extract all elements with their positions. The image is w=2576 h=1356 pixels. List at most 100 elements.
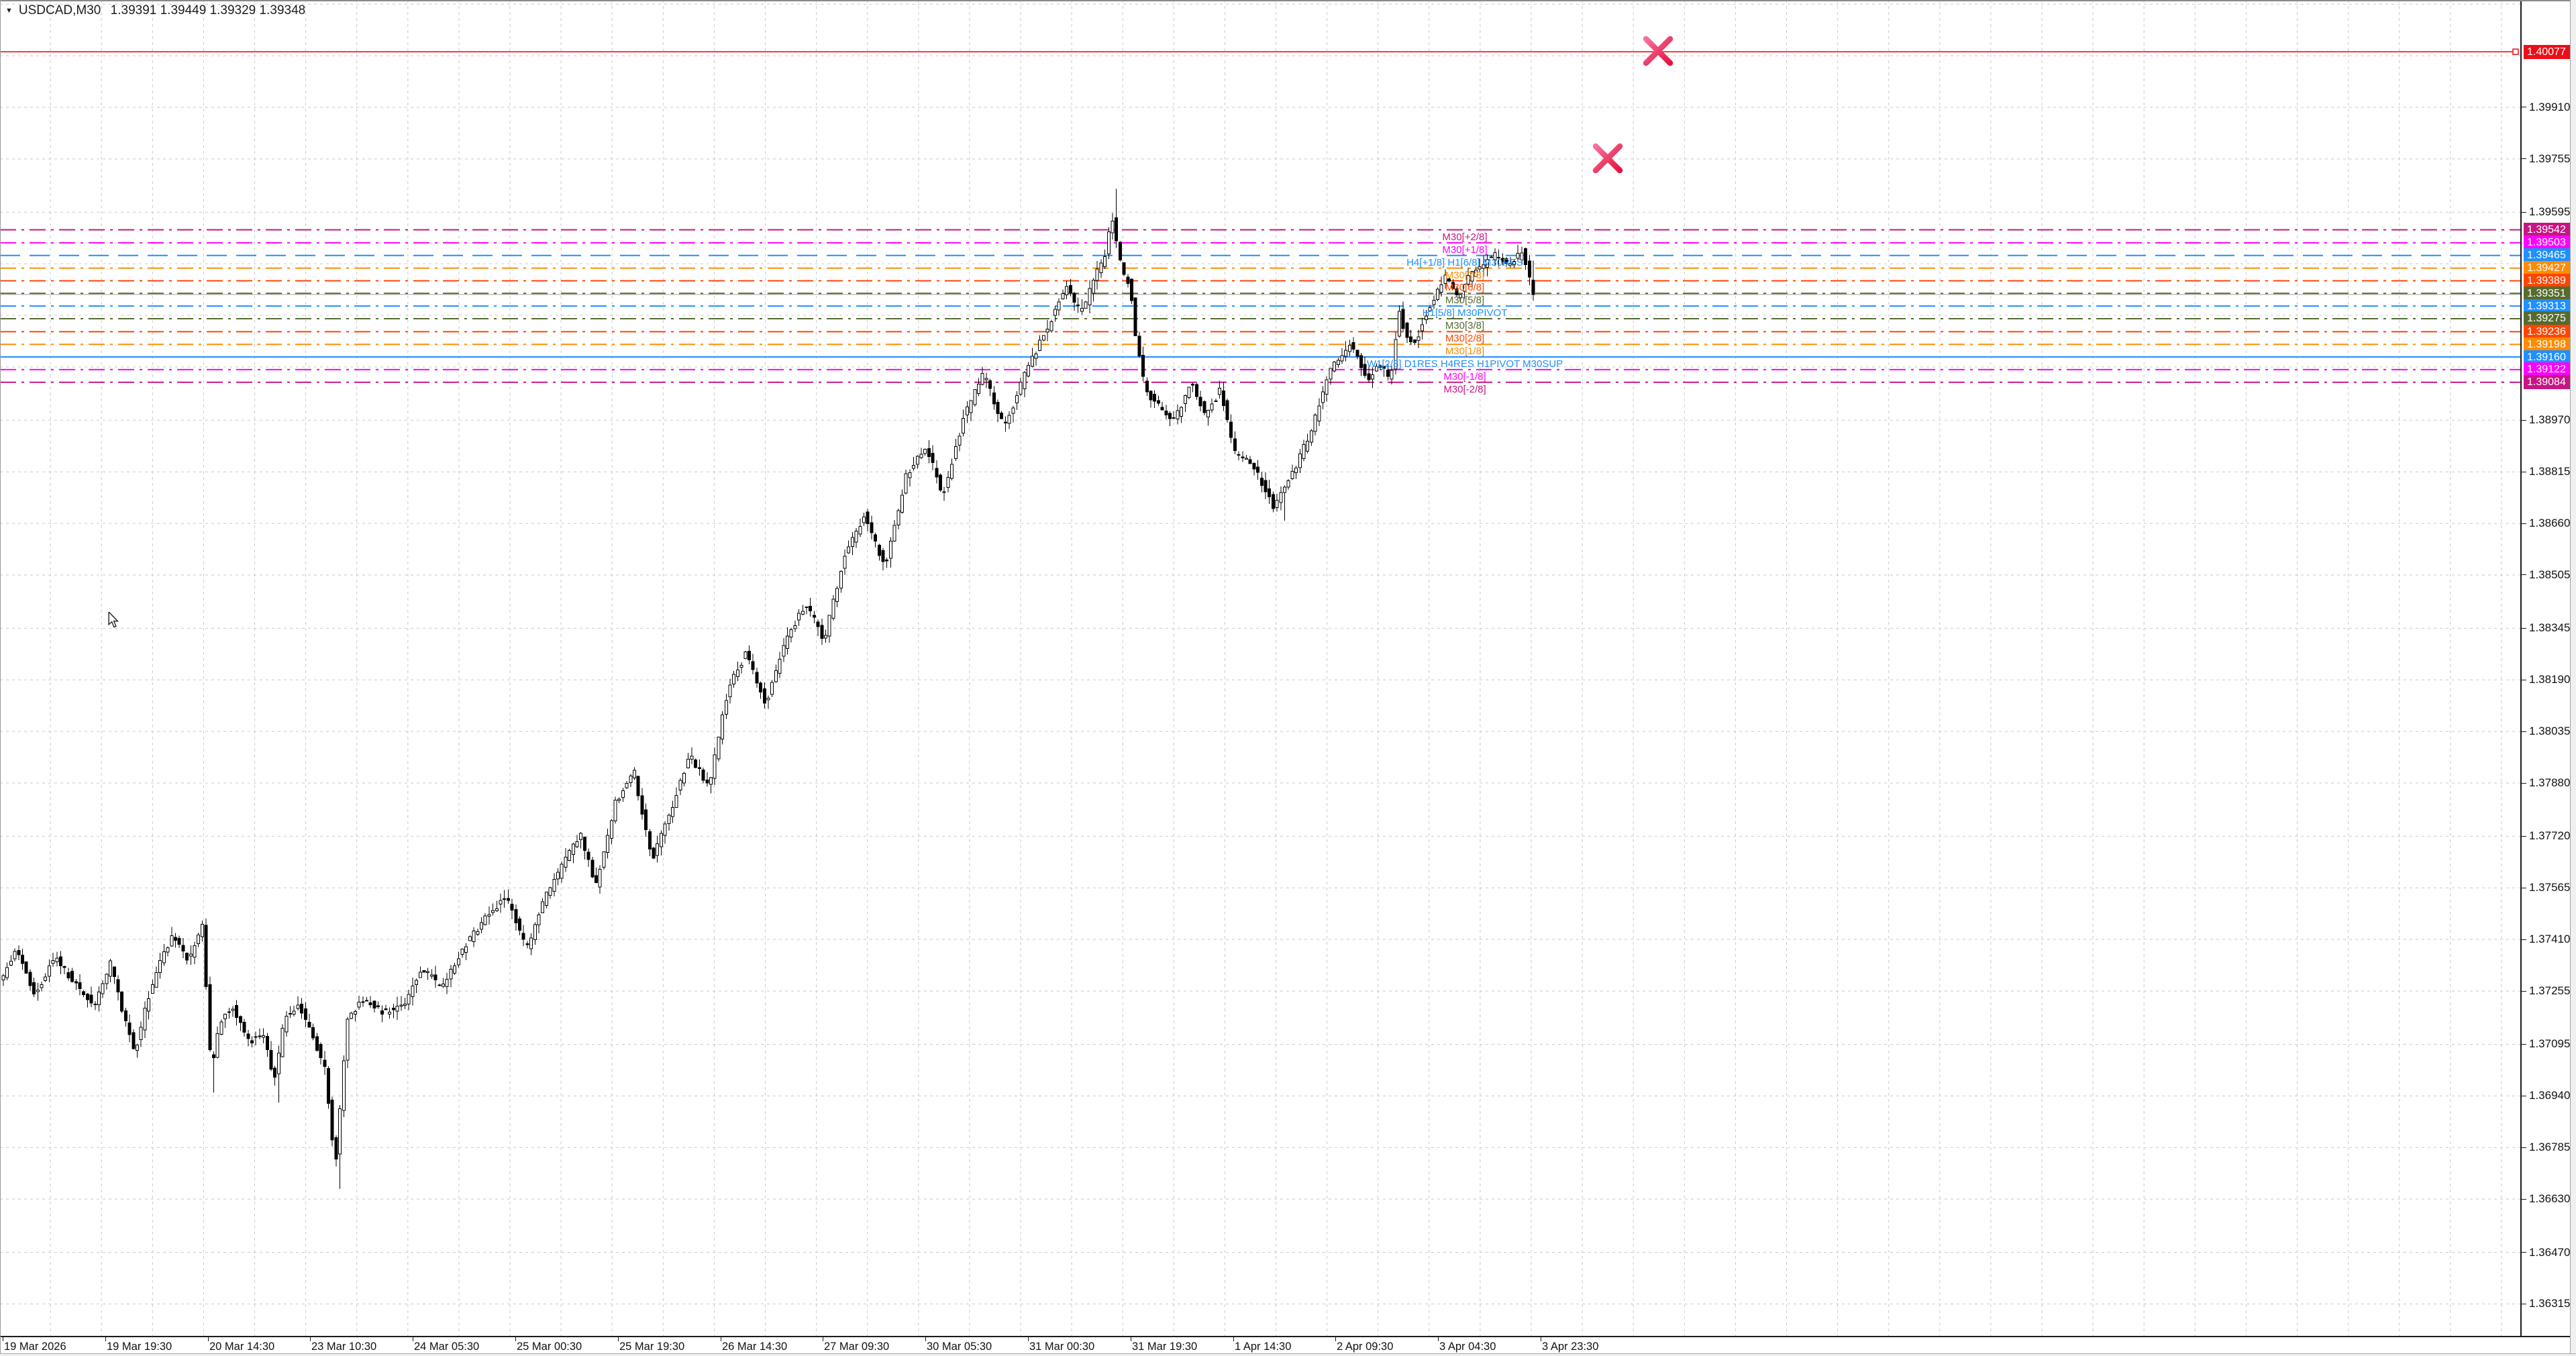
ohlc-values-label: 1.39391 1.39449 1.39329 1.39348 <box>107 3 306 17</box>
candle-body <box>495 908 499 911</box>
candle-body <box>912 464 916 469</box>
candle-body <box>85 993 89 1000</box>
candle-body <box>342 1060 346 1111</box>
candle-body <box>1436 289 1439 301</box>
candle-body <box>575 841 579 847</box>
candle-body <box>751 661 755 670</box>
candle-body <box>468 936 472 941</box>
candle-body <box>158 959 162 973</box>
candle-body <box>617 798 621 801</box>
candle-body <box>1447 278 1451 282</box>
candle-body <box>1443 274 1447 284</box>
price-axis[interactable]: 1.39910 1.39755 1.39595 1.38970 1.38815 1.386… <box>2520 0 2571 1336</box>
candle-body <box>958 435 962 446</box>
candle-body <box>835 588 839 603</box>
candle-body <box>453 966 457 974</box>
candle-body <box>418 972 422 978</box>
level-label: M30[-1/8] <box>1443 370 1486 382</box>
candle-body <box>1428 307 1432 312</box>
candle-body <box>870 522 874 533</box>
window-top-border <box>0 0 2576 1</box>
price-axis-tick <box>2522 939 2526 940</box>
candle-body <box>1486 259 1490 268</box>
price-axis-badge: 1.39427 <box>2524 261 2570 276</box>
price-axis-badge: 1.39313 <box>2524 299 2570 313</box>
candle-body <box>1371 374 1375 380</box>
candles-group <box>1 189 1535 1190</box>
candle-body <box>625 783 629 788</box>
candle-body <box>648 831 652 850</box>
candle-body <box>1524 248 1528 266</box>
price-axis-badge: 1.39351 <box>2524 286 2570 301</box>
candle-body <box>1459 294 1463 299</box>
candle-body <box>464 946 468 953</box>
candle-body <box>1508 262 1512 266</box>
candle-body <box>1390 370 1394 380</box>
chart-ohlc-title: ▼ USDCAD,M30 1.39391 1.39449 1.39329 1.39… <box>5 3 305 18</box>
price-axis-label: 1.39755 <box>2529 152 2571 165</box>
candle-body <box>197 935 201 945</box>
candle-body <box>5 967 9 978</box>
time-axis-label: 25 Mar 00:30 <box>517 1341 582 1353</box>
candle-body <box>954 446 958 459</box>
candle-body <box>671 806 674 817</box>
candle-body <box>9 961 13 966</box>
candle-body <box>491 910 495 913</box>
candle-body <box>1229 421 1233 438</box>
candle-body <box>372 1000 376 1008</box>
candle-body <box>644 809 648 831</box>
candle-body <box>143 1007 147 1031</box>
price-axis-tick <box>2522 419 2526 421</box>
price-axis-tick <box>2522 990 2526 992</box>
candle-body <box>1256 466 1260 473</box>
candle-body <box>323 1059 327 1067</box>
candle-body <box>403 1004 407 1006</box>
candle-body <box>1462 284 1466 292</box>
candle-body <box>89 994 93 1004</box>
x-mark-icon[interactable] <box>1592 143 1623 174</box>
collapse-triangle-icon[interactable]: ▼ <box>5 7 13 15</box>
time-axis[interactable]: 19 Mar 2026 19 Mar 19:30 20 Mar 14:30 23 Ma… <box>0 1336 2576 1355</box>
candle-body <box>1210 403 1214 411</box>
candle-body <box>748 650 751 661</box>
candle-body <box>1057 301 1061 311</box>
candle-body <box>694 760 698 768</box>
candlestick-chart-canvas[interactable] <box>0 0 2521 1336</box>
candle-body <box>701 770 705 781</box>
candle-body <box>1084 301 1088 309</box>
price-axis-tick <box>2522 1252 2526 1253</box>
candle-body <box>1180 407 1184 417</box>
candle-body <box>988 380 992 389</box>
candle-body <box>881 550 885 562</box>
candle-body <box>977 384 980 395</box>
level-label: M30[+1/8] <box>1442 244 1488 256</box>
price-axis-label: 1.38970 <box>2529 413 2571 427</box>
candle-body <box>518 919 521 931</box>
candle-body <box>303 1008 307 1021</box>
x-mark-icon[interactable] <box>1643 36 1673 66</box>
candle-body <box>586 851 590 860</box>
red-line-endpoint-marker[interactable] <box>2512 48 2519 55</box>
price-axis-tick <box>2522 835 2526 837</box>
candle-body <box>1271 494 1275 509</box>
candle-body <box>939 474 942 490</box>
candle-body <box>292 1010 296 1014</box>
candle-body <box>1421 324 1425 331</box>
candle-body <box>1038 340 1042 352</box>
candle-body <box>407 994 411 1005</box>
chart-plot-area[interactable]: ▼ USDCAD,M30 1.39391 1.39449 1.39329 1.39… <box>0 0 2521 1336</box>
candle-body <box>1367 373 1371 380</box>
candle-body <box>564 856 568 868</box>
price-axis-tick <box>2522 782 2526 784</box>
candle-body <box>350 1012 354 1019</box>
candle-body <box>1336 360 1340 365</box>
candle-body <box>560 864 564 879</box>
candle-body <box>935 468 939 478</box>
candle-body <box>1325 379 1329 395</box>
candle-body <box>365 1000 368 1002</box>
time-axis-label: 31 Mar 00:30 <box>1029 1341 1095 1353</box>
price-axis-label: 1.37720 <box>2529 829 2571 843</box>
candle-body <box>1416 336 1421 341</box>
candle-body <box>786 635 789 649</box>
candle-body <box>1355 350 1359 357</box>
